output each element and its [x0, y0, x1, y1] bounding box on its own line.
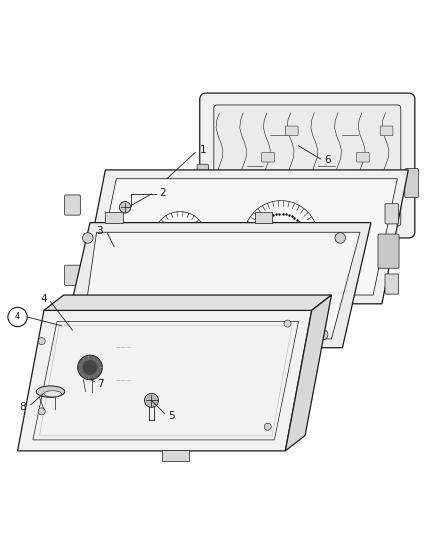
Circle shape — [317, 329, 327, 340]
Circle shape — [38, 337, 45, 345]
Polygon shape — [61, 223, 370, 348]
Bar — [162, 449, 188, 461]
Polygon shape — [9, 64, 425, 473]
FancyBboxPatch shape — [237, 179, 250, 188]
Text: 4: 4 — [41, 294, 47, 304]
Circle shape — [144, 393, 158, 407]
Text: 5: 5 — [167, 411, 174, 421]
FancyBboxPatch shape — [384, 204, 398, 224]
Circle shape — [38, 408, 45, 415]
FancyBboxPatch shape — [285, 126, 297, 136]
FancyBboxPatch shape — [384, 274, 398, 294]
Text: 1: 1 — [199, 145, 206, 155]
Ellipse shape — [36, 386, 65, 397]
Bar — [105, 212, 123, 223]
Polygon shape — [92, 179, 396, 295]
FancyBboxPatch shape — [377, 234, 398, 268]
Polygon shape — [18, 310, 311, 451]
Circle shape — [119, 201, 131, 213]
Text: 3: 3 — [96, 227, 103, 236]
FancyBboxPatch shape — [199, 93, 414, 238]
FancyBboxPatch shape — [64, 195, 80, 215]
Text: 4: 4 — [15, 312, 20, 321]
FancyBboxPatch shape — [213, 105, 400, 226]
Circle shape — [83, 360, 97, 375]
Text: ~~~: ~~~ — [114, 378, 131, 384]
Circle shape — [8, 308, 27, 327]
Ellipse shape — [44, 391, 61, 397]
FancyBboxPatch shape — [197, 164, 208, 189]
Text: ✚: ✚ — [276, 277, 281, 282]
Text: 8: 8 — [20, 402, 26, 412]
Circle shape — [283, 320, 290, 327]
Circle shape — [82, 233, 93, 243]
FancyBboxPatch shape — [214, 205, 226, 215]
FancyBboxPatch shape — [356, 152, 368, 162]
Text: 2: 2 — [159, 188, 166, 198]
Circle shape — [67, 329, 78, 340]
FancyBboxPatch shape — [308, 205, 321, 215]
Bar — [254, 212, 272, 223]
Polygon shape — [44, 295, 331, 310]
FancyBboxPatch shape — [379, 126, 392, 136]
Circle shape — [78, 355, 102, 379]
Bar — [184, 347, 210, 357]
Circle shape — [264, 423, 271, 430]
Text: 7: 7 — [97, 379, 104, 389]
FancyBboxPatch shape — [404, 168, 417, 198]
Text: ~~~: ~~~ — [114, 345, 131, 351]
FancyBboxPatch shape — [332, 179, 345, 188]
FancyBboxPatch shape — [261, 152, 274, 162]
Circle shape — [334, 233, 345, 243]
Polygon shape — [285, 295, 331, 451]
FancyBboxPatch shape — [64, 265, 80, 285]
Polygon shape — [81, 232, 359, 339]
Text: 6: 6 — [323, 155, 330, 165]
Polygon shape — [79, 170, 407, 304]
